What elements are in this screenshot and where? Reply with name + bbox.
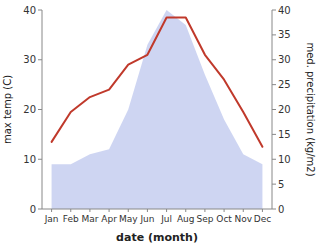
x-tick — [147, 209, 148, 212]
x-axis-line — [42, 209, 272, 210]
y2-tick-label: 25 — [278, 79, 291, 90]
y2-tick-label: 35 — [278, 29, 291, 40]
y2-tick — [272, 10, 276, 11]
y2-tick-label: 15 — [278, 129, 291, 140]
x-tick-label: Dec — [254, 214, 271, 224]
y2-tick — [272, 159, 276, 160]
y-tick-label: 20 — [23, 104, 36, 115]
y-tick — [38, 10, 42, 11]
x-tick-label: Apr — [101, 214, 117, 224]
y2-tick-label: 40 — [278, 5, 291, 16]
x-tick — [51, 209, 52, 212]
y2-axis-label: med. precipitation (kg/m2) — [305, 42, 316, 176]
y2-tick — [272, 184, 276, 185]
y2-tick — [272, 59, 276, 60]
x-tick — [109, 209, 110, 212]
x-tick-label: Feb — [63, 214, 79, 224]
x-tick — [262, 209, 263, 212]
x-tick-label: Aug — [177, 214, 195, 224]
temperature-line — [52, 17, 263, 146]
y-tick-label: 0 — [30, 204, 36, 215]
y2-tick — [272, 109, 276, 110]
y-tick — [38, 59, 42, 60]
x-tick — [243, 209, 244, 212]
x-tick-label: Jul — [160, 214, 172, 224]
y2-tick — [272, 34, 276, 35]
y2-tick — [272, 84, 276, 85]
x-tick-label: Sep — [196, 214, 213, 224]
y2-tick-label: 5 — [278, 179, 284, 190]
x-tick — [70, 209, 71, 212]
y-tick — [38, 209, 42, 210]
x-tick — [89, 209, 90, 212]
y-tick-label: 40 — [23, 5, 36, 16]
x-tick-label: Jan — [44, 214, 59, 224]
y2-tick-label: 0 — [278, 204, 284, 215]
x-tick — [204, 209, 205, 212]
x-tick — [166, 209, 167, 212]
y2-tick-label: 30 — [278, 54, 291, 65]
y-tick — [38, 109, 42, 110]
x-tick-label: Jun — [139, 214, 154, 224]
y-tick — [38, 159, 42, 160]
y2-tick-label: 20 — [278, 104, 291, 115]
chart: 0 10 20 30 40 0 5 10 15 20 25 30 35 40 Jan FebMarAprMay… — [0, 0, 318, 247]
x-tick-label: Mar — [81, 214, 98, 224]
y-axis-label: max temp (C) — [2, 75, 13, 144]
x-tick — [128, 209, 129, 212]
y-tick-label: 30 — [23, 54, 36, 65]
x-tick — [185, 209, 186, 212]
y2-tick — [272, 134, 276, 135]
plot-area — [52, 10, 263, 209]
x-axis-label: date (month) — [116, 231, 198, 244]
x-tick-label: Nov — [234, 214, 252, 224]
y-tick-label: 10 — [23, 154, 36, 165]
x-tick-label: May — [119, 214, 138, 224]
y2-tick — [272, 209, 276, 210]
x-tick-label: Oct — [216, 214, 232, 224]
y2-tick-label: 10 — [278, 154, 291, 165]
x-tick — [224, 209, 225, 212]
precipitation-area — [52, 10, 263, 209]
